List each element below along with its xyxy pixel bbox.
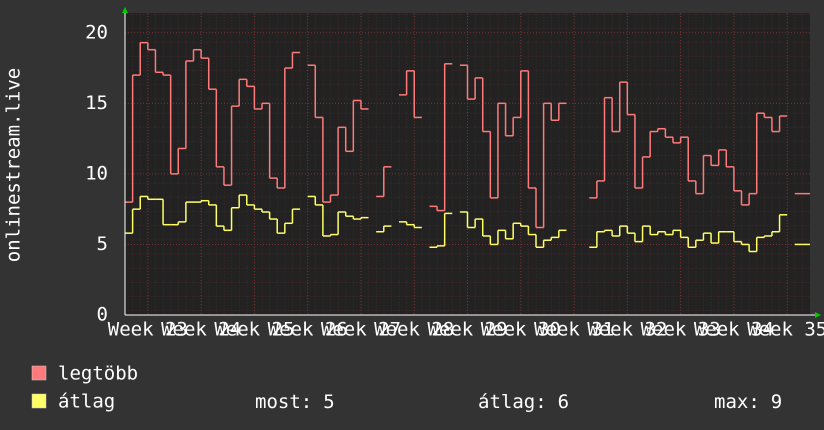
stat: max: 9 xyxy=(714,391,782,413)
y-tick-label: 0 xyxy=(97,304,108,326)
x-tick-label: Week 33 xyxy=(641,319,721,341)
y-arrow xyxy=(122,7,128,13)
x-tick-label: Week 29 xyxy=(427,319,507,341)
stat: most: 5 xyxy=(255,391,335,413)
x-arrow xyxy=(815,312,821,318)
y-tick-label: 5 xyxy=(97,233,108,255)
x-tick-label: Week 31 xyxy=(534,319,614,341)
legend-swatch xyxy=(31,365,47,381)
stat-value: 6 xyxy=(558,391,569,413)
x-tick-label: Week 23 xyxy=(108,319,188,341)
x-tick-label: Week 34 xyxy=(694,319,774,341)
x-tick-label: Week 30 xyxy=(481,319,561,341)
x-tick-label: Week 28 xyxy=(374,319,454,341)
stat-label: átlag: xyxy=(478,391,547,413)
y-tick-label: 10 xyxy=(85,162,108,184)
y-tick-label: 20 xyxy=(85,21,108,43)
legend-swatch xyxy=(31,393,47,409)
stat-value: 5 xyxy=(323,391,334,413)
x-tick-label: Week 24 xyxy=(161,319,241,341)
y-axis-label: onlinestream.live xyxy=(3,68,25,262)
stat-value: 9 xyxy=(771,391,782,413)
x-tick-label: Week 26 xyxy=(268,319,348,341)
legend-label: legtöbb xyxy=(58,363,138,385)
x-tick-label: Week 27 xyxy=(321,319,401,341)
x-tick-label: Week 32 xyxy=(587,319,667,341)
stat-label: max: xyxy=(714,391,760,413)
stat-label: most: xyxy=(255,391,312,413)
x-tick-label: Week 25 xyxy=(214,319,294,341)
legend-label: átlag xyxy=(58,391,115,413)
x-tick-label: Week 35 xyxy=(747,319,824,341)
y-tick-label: 15 xyxy=(85,92,108,114)
stat: átlag: 6 xyxy=(478,391,569,413)
